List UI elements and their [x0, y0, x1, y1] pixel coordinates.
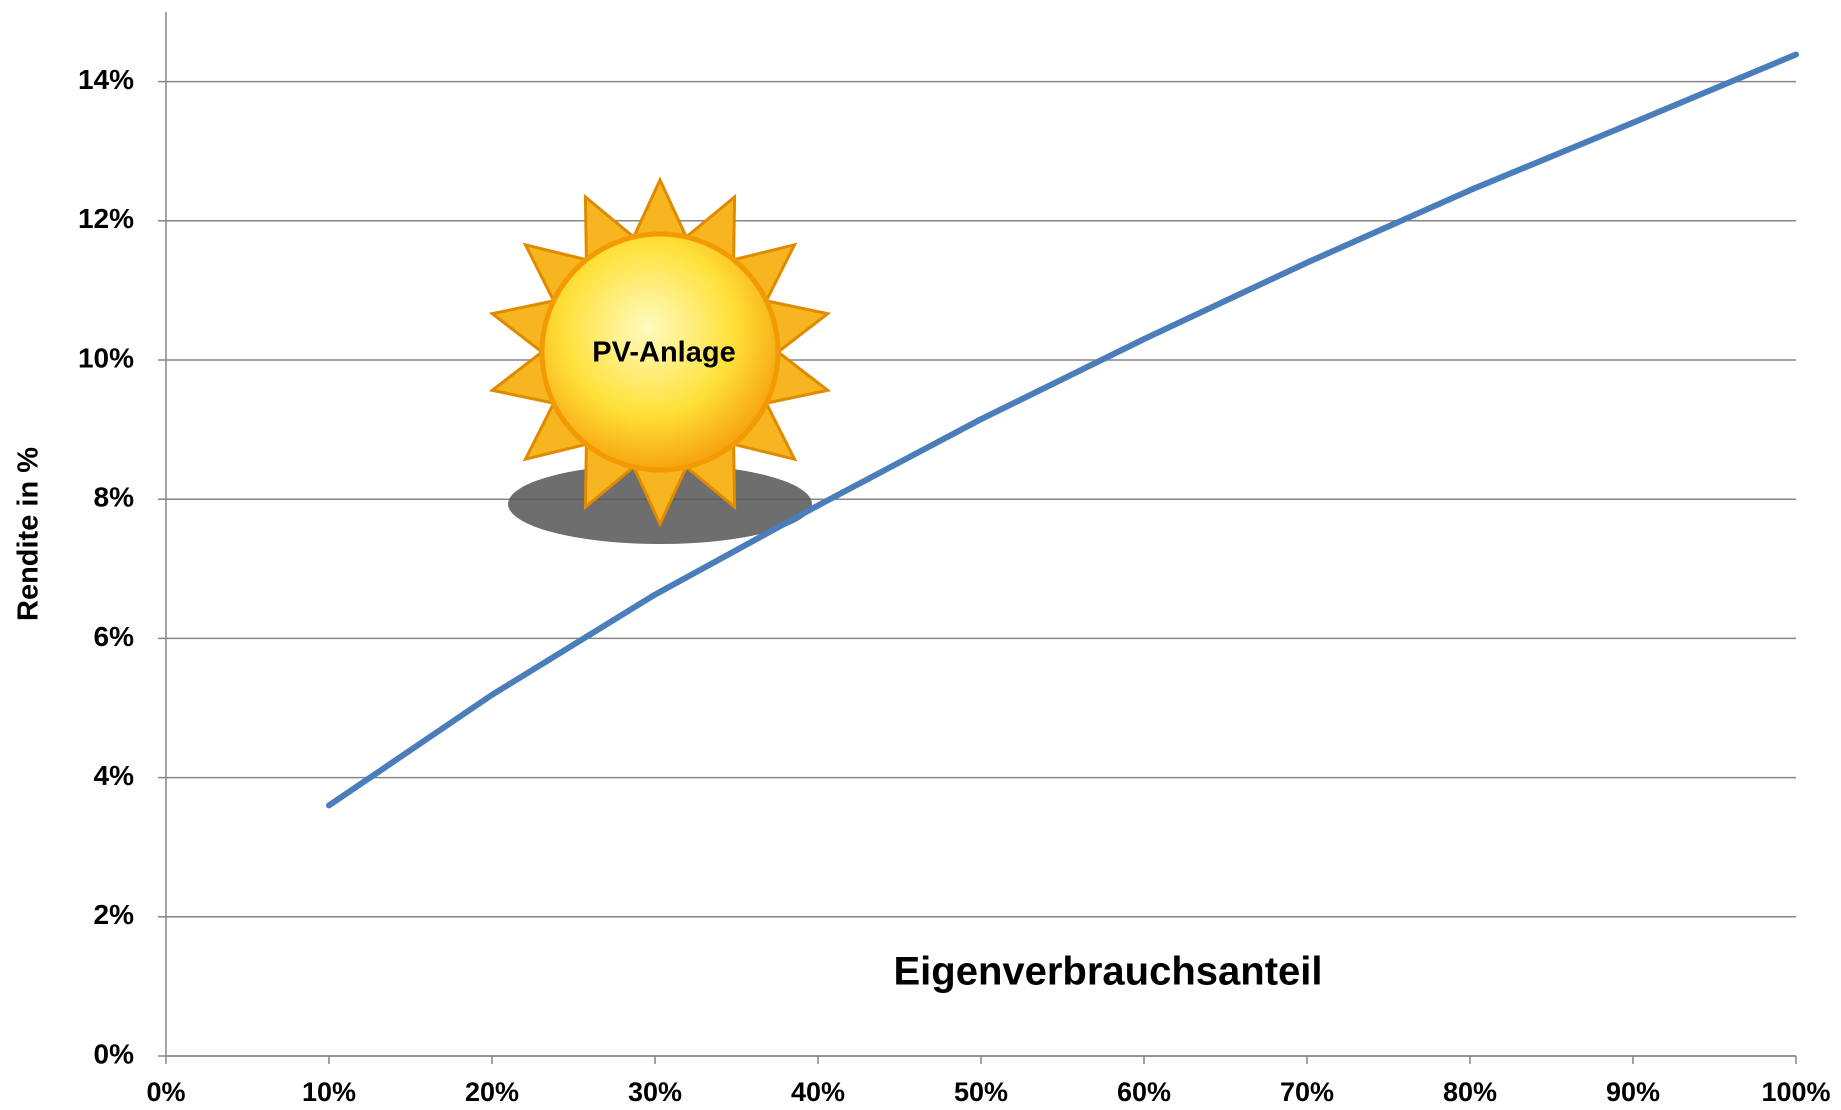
y-tick-label: 10% [78, 342, 134, 373]
y-axis-label: Rendite in % [13, 447, 45, 621]
x-tick-label: 80% [1443, 1077, 1497, 1107]
y-tick-label: 4% [94, 760, 135, 791]
annotation: PV-Anlage [592, 337, 735, 369]
x-tick-label: 60% [1117, 1077, 1171, 1107]
x-tick-label: 20% [465, 1077, 519, 1107]
x-tick-label: 0% [146, 1077, 185, 1107]
x-tick-label: 100% [1761, 1077, 1830, 1107]
y-tick-label: 8% [94, 482, 135, 513]
x-tick-label: 40% [791, 1077, 845, 1107]
x-tick-label: 70% [1280, 1077, 1334, 1107]
y-tick-label: 12% [78, 203, 134, 234]
y-tick-label: 6% [94, 621, 135, 652]
y-tick-label: 0% [94, 1038, 135, 1069]
y-tick-label: 2% [94, 899, 135, 930]
x-tick-label: 90% [1606, 1077, 1660, 1107]
x-axis-label: Eigenverbrauchsanteil [893, 950, 1322, 994]
sun-illustration [488, 176, 832, 544]
data-line [326, 51, 1799, 809]
x-tick-label: 30% [628, 1077, 682, 1107]
x-tick-label: 10% [302, 1077, 356, 1107]
x-tick-label: 50% [954, 1077, 1008, 1107]
y-tick-label: 14% [78, 64, 134, 95]
sun-disc [539, 231, 781, 473]
grid: 0% 2% 4% 6% 8% 10% 12% 14% 0% 10% 20% 30% 40% 50% 60% 7… [78, 12, 1831, 1107]
